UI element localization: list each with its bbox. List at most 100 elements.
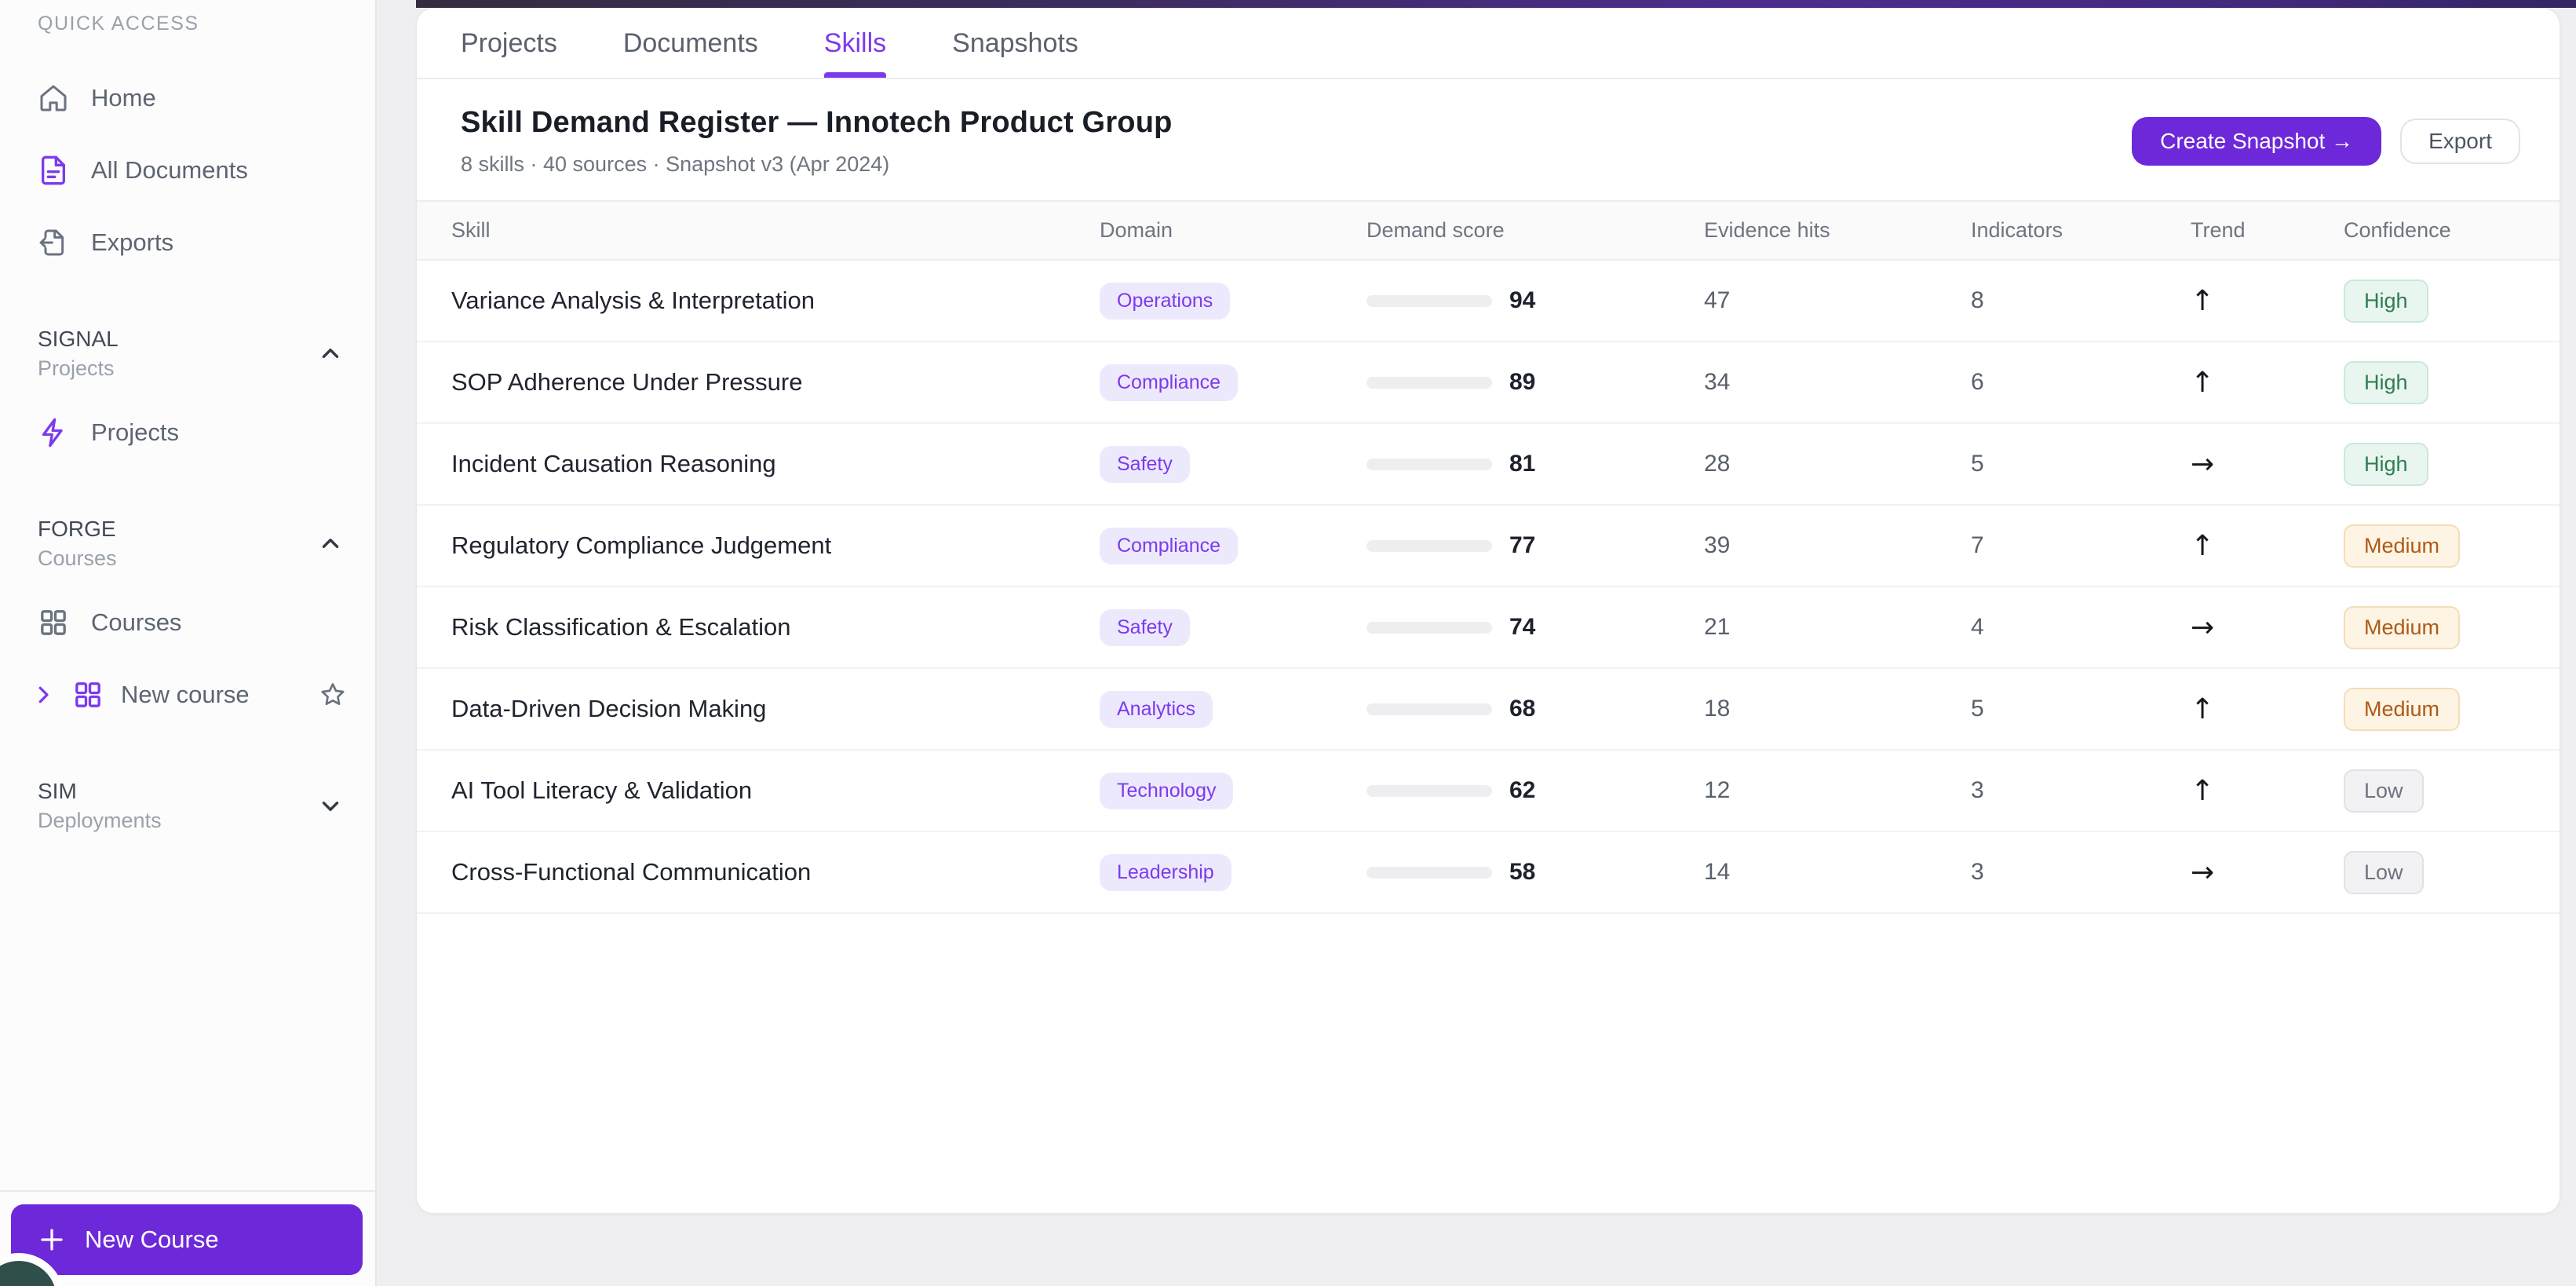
section-title: SIGNAL — [38, 327, 119, 351]
tab-projects[interactable]: Projects — [461, 9, 557, 78]
chevron-up-icon — [317, 530, 344, 557]
grid-icon — [72, 679, 104, 711]
sidebar-item-all-documents[interactable]: All Documents — [0, 134, 375, 206]
skill-name: Risk Classification & Escalation — [451, 613, 791, 641]
tab-snapshots[interactable]: Snapshots — [952, 9, 1078, 78]
table-row[interactable]: SOP Adherence Under Pressure Compliance … — [417, 342, 2560, 424]
plus-icon — [38, 1226, 66, 1254]
sidebar-item-label: Projects — [91, 418, 179, 447]
sidebar-item-exports[interactable]: Exports — [0, 206, 375, 279]
demand-score-value: 81 — [1509, 451, 1536, 477]
column-header-domain: Domain — [1100, 218, 1173, 242]
sidebar-item-label: All Documents — [91, 156, 248, 184]
sidebar-section-forge[interactable]: FORGE Courses — [0, 514, 375, 572]
domain-badge: Compliance — [1100, 527, 1239, 564]
main-panel: Projects Documents Skills Snapshots Skil… — [416, 8, 2560, 1214]
sidebar-item-courses[interactable]: Courses — [0, 586, 375, 659]
section-subtitle: Deployments — [38, 809, 162, 833]
domain-badge: Leadership — [1100, 853, 1231, 891]
tab-label: Snapshots — [952, 27, 1078, 58]
table-row[interactable]: Variance Analysis & Interpretation Opera… — [417, 261, 2560, 342]
table-body: Variance Analysis & Interpretation Opera… — [417, 261, 2560, 914]
table-row[interactable]: Risk Classification & Escalation Safety … — [417, 587, 2560, 669]
trend-arrow-icon: → — [2191, 448, 2215, 480]
skill-name: Incident Causation Reasoning — [451, 450, 776, 477]
tab-documents[interactable]: Documents — [623, 9, 758, 78]
export-button[interactable]: Export — [2400, 119, 2520, 164]
sidebar-section-signal[interactable]: SIGNAL Projects — [0, 324, 375, 382]
register-header: Skill Demand Register — Innotech Product… — [417, 79, 2560, 200]
grid-icon — [38, 607, 69, 638]
demand-bar-track — [1366, 703, 1492, 715]
domain-badge: Compliance — [1100, 364, 1239, 401]
sidebar-item-label: Home — [91, 84, 156, 111]
document-icon — [38, 155, 69, 186]
sidebar-section-sim[interactable]: SIM Deployments — [0, 776, 375, 835]
new-course-button-label: New Course — [85, 1226, 219, 1253]
indicators-value: 5 — [1971, 451, 1984, 477]
domain-badge: Safety — [1100, 608, 1190, 646]
tab-label: Documents — [622, 27, 758, 58]
indicators-value: 3 — [1971, 859, 1984, 885]
sidebar-footer: New Course — [0, 1190, 375, 1286]
table-row[interactable]: AI Tool Literacy & Validation Technology… — [417, 751, 2560, 832]
tab-label: Projects — [461, 27, 557, 58]
domain-badge: Analytics — [1100, 690, 1213, 728]
sidebar-item-new-course[interactable]: New course — [0, 659, 375, 731]
skill-name: AI Tool Literacy & Validation — [451, 776, 753, 804]
demand-score-cell: 89 — [1366, 369, 1704, 396]
evidence-hits-value: 28 — [1704, 451, 1731, 477]
chevron-right-icon[interactable] — [31, 683, 55, 707]
demand-score-cell: 68 — [1366, 696, 1704, 722]
evidence-hits-value: 14 — [1704, 859, 1731, 885]
demand-bar-track — [1366, 376, 1492, 389]
demand-score-cell: 74 — [1366, 614, 1704, 641]
table-row[interactable]: Data-Driven Decision Making Analytics 68… — [417, 669, 2560, 751]
indicators-value: 5 — [1971, 696, 1984, 722]
section-title: SIM — [38, 779, 77, 804]
demand-bar-track — [1366, 539, 1492, 552]
confidence-badge: Low — [2344, 850, 2424, 894]
trend-arrow-icon: ↑ — [2191, 529, 2215, 562]
bolt-icon — [38, 417, 69, 448]
demand-score-cell: 58 — [1366, 859, 1704, 886]
indicators-value: 3 — [1971, 777, 1984, 803]
evidence-hits-value: 47 — [1704, 287, 1731, 313]
section-subtitle: Projects — [38, 356, 115, 380]
confidence-badge: Low — [2344, 769, 2424, 813]
tab-label: Skills — [823, 27, 887, 58]
demand-bar-track — [1366, 294, 1492, 307]
tab-skills[interactable]: Skills — [823, 9, 887, 78]
trend-arrow-icon: ↑ — [2191, 366, 2215, 399]
export-icon — [38, 227, 69, 258]
demand-bar-track — [1366, 621, 1492, 634]
demand-score-value: 74 — [1509, 614, 1536, 640]
top-accent-bar — [416, 0, 2576, 8]
indicators-value: 7 — [1971, 532, 1984, 558]
indicators-value: 6 — [1971, 369, 1984, 395]
column-header-skill: Skill — [451, 218, 491, 242]
new-course-button[interactable]: New Course — [11, 1204, 363, 1275]
page-subtitle: 8 skills · 40 sources · Snapshot v3 (Apr… — [461, 152, 890, 176]
create-snapshot-button[interactable]: Create Snapshot → — [2132, 117, 2382, 166]
sidebar-item-label: Exports — [91, 228, 174, 256]
demand-bar-track — [1366, 458, 1492, 470]
sidebar-item-label: Courses — [91, 608, 182, 637]
table-row[interactable]: Incident Causation Reasoning Safety 81 2… — [417, 424, 2560, 506]
column-header-trend: Trend — [2191, 218, 2246, 242]
demand-score-value: 58 — [1509, 859, 1536, 885]
home-icon — [38, 82, 69, 114]
sidebar-item-home[interactable]: Home — [0, 62, 375, 134]
star-icon[interactable] — [319, 681, 347, 709]
indicators-value: 4 — [1971, 614, 1984, 640]
demand-score-value: 77 — [1509, 532, 1536, 558]
chevron-up-icon — [317, 340, 344, 367]
table-row[interactable]: Cross-Functional Communication Leadershi… — [417, 832, 2560, 914]
column-header-evidence-hits: Evidence hits — [1704, 218, 1830, 242]
trend-arrow-icon: ↑ — [2191, 692, 2215, 725]
evidence-hits-value: 34 — [1704, 369, 1731, 395]
table-row[interactable]: Regulatory Compliance Judgement Complian… — [417, 506, 2560, 587]
sidebar-item-projects[interactable]: Projects — [0, 396, 375, 469]
confidence-badge: Medium — [2344, 524, 2461, 568]
demand-score-cell: 62 — [1366, 777, 1704, 804]
